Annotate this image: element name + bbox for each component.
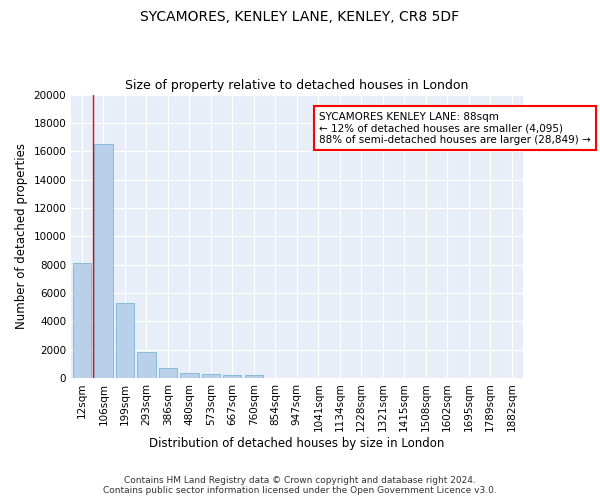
Bar bbox=[137, 352, 155, 378]
Bar bbox=[94, 144, 113, 378]
Bar bbox=[223, 375, 241, 378]
Title: Size of property relative to detached houses in London: Size of property relative to detached ho… bbox=[125, 79, 469, 92]
Bar bbox=[180, 373, 199, 378]
Text: SYCAMORES, KENLEY LANE, KENLEY, CR8 5DF: SYCAMORES, KENLEY LANE, KENLEY, CR8 5DF bbox=[140, 10, 460, 24]
Bar bbox=[202, 374, 220, 378]
Bar bbox=[116, 303, 134, 378]
Y-axis label: Number of detached properties: Number of detached properties bbox=[15, 143, 28, 329]
Text: SYCAMORES KENLEY LANE: 88sqm
← 12% of detached houses are smaller (4,095)
88% of: SYCAMORES KENLEY LANE: 88sqm ← 12% of de… bbox=[319, 112, 591, 145]
Text: Contains HM Land Registry data © Crown copyright and database right 2024.
Contai: Contains HM Land Registry data © Crown c… bbox=[103, 476, 497, 495]
X-axis label: Distribution of detached houses by size in London: Distribution of detached houses by size … bbox=[149, 437, 445, 450]
Bar bbox=[245, 376, 263, 378]
Bar bbox=[159, 368, 177, 378]
Bar bbox=[73, 263, 91, 378]
